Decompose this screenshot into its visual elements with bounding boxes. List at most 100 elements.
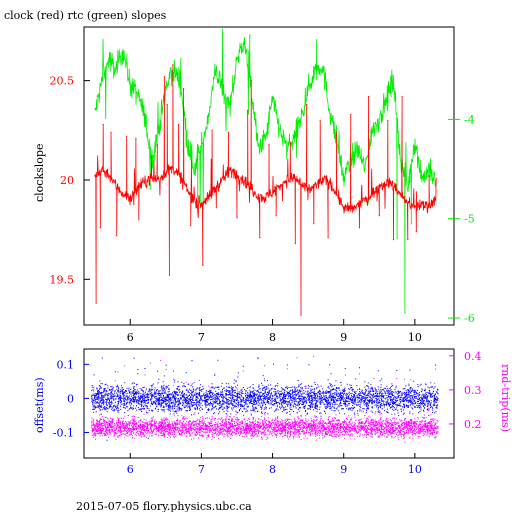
roundtrip-right-tick-label: 0.2 bbox=[464, 418, 482, 431]
clock-point bbox=[135, 137, 137, 139]
clock-point bbox=[259, 237, 261, 239]
rtc-point bbox=[316, 39, 318, 41]
clock-point bbox=[172, 64, 174, 66]
clock-point bbox=[99, 227, 101, 229]
clock-point bbox=[168, 274, 170, 276]
clock-point bbox=[401, 95, 403, 98]
slope-panel: 6 7 8 9 10 19.5 20 20.5 -6 -5 -4 clockslope bbox=[33, 26, 475, 344]
slope-x-tick-label: 7 bbox=[198, 331, 205, 344]
offset-left-tick-label: 0.1 bbox=[57, 358, 75, 371]
clock-point bbox=[215, 207, 217, 209]
slope-right-tick-label: -4 bbox=[464, 113, 475, 126]
roundtrip-y-axis-label: rnd-trip(ms) bbox=[499, 364, 512, 432]
slope-right-tick-label: -6 bbox=[464, 312, 475, 325]
clock-point bbox=[268, 143, 270, 145]
rtc-point bbox=[149, 188, 151, 190]
clock-line bbox=[94, 64, 437, 316]
clock-point bbox=[275, 215, 277, 217]
clock-point bbox=[110, 131, 112, 133]
rtc-line bbox=[94, 28, 437, 314]
slope-x-tick-label: 9 bbox=[340, 331, 347, 344]
offset-series bbox=[91, 357, 439, 441]
clock-point bbox=[211, 129, 213, 131]
offset-y-axis-label: offset(ms) bbox=[33, 377, 46, 433]
slope-right-tick-label: -5 bbox=[464, 213, 475, 226]
rtc-series bbox=[94, 28, 437, 314]
offset-x-axis: 6 7 8 9 10 bbox=[127, 453, 422, 476]
clock-point bbox=[166, 103, 168, 106]
slope-x-tick-label: 10 bbox=[408, 331, 422, 344]
slope-left-tick-label: 20.5 bbox=[50, 75, 75, 88]
slope-right-axis: -6 -5 -4 bbox=[448, 113, 475, 325]
offset-right-axis: 0.2 0.3 0.4 bbox=[449, 350, 482, 431]
clock-point bbox=[428, 175, 430, 177]
rtc-point bbox=[410, 223, 412, 225]
clock-point bbox=[306, 103, 308, 106]
roundtrip-points bbox=[91, 355, 439, 443]
slope-x-tick-label: 6 bbox=[127, 331, 134, 344]
clock-point bbox=[327, 237, 329, 239]
offset-left-axis: -0.1 0 0.1 bbox=[53, 358, 89, 439]
offset-x-tick-label: 9 bbox=[340, 463, 347, 476]
slope-y-axis-label: clockslope bbox=[33, 144, 46, 202]
clock-point bbox=[350, 113, 352, 115]
clock-point bbox=[202, 264, 204, 266]
clock-point bbox=[102, 123, 104, 125]
roundtrip-right-tick-label: 0.4 bbox=[464, 350, 482, 363]
clock-point bbox=[368, 95, 370, 98]
offset-x-tick-label: 6 bbox=[127, 463, 134, 476]
clock-series bbox=[94, 64, 437, 316]
clock-point bbox=[422, 209, 424, 211]
clock-point bbox=[407, 239, 409, 241]
clock-point bbox=[138, 219, 140, 221]
clock-point bbox=[250, 80, 252, 82]
clock-point bbox=[294, 242, 296, 245]
clock-point bbox=[156, 143, 158, 145]
slope-x-tick-label: 8 bbox=[269, 331, 276, 344]
roundtrip-right-tick-label: 0.3 bbox=[464, 384, 482, 397]
clock-point bbox=[300, 314, 302, 316]
rtc-point bbox=[404, 312, 406, 314]
clock-point bbox=[336, 131, 338, 133]
clock-point bbox=[151, 155, 153, 157]
clock-point bbox=[247, 109, 249, 111]
clock-point bbox=[190, 225, 192, 227]
clock-point bbox=[95, 302, 97, 304]
clock-point bbox=[178, 123, 180, 125]
offset-left-tick-label: -0.1 bbox=[53, 426, 74, 439]
clock-point bbox=[432, 201, 434, 203]
clock-point bbox=[358, 227, 360, 229]
clock-point bbox=[387, 119, 389, 121]
rtc-point bbox=[396, 238, 398, 240]
slope-left-axis: 19.5 20 20.5 bbox=[50, 75, 90, 286]
slope-left-tick-label: 20 bbox=[60, 174, 74, 187]
footer-caption: 2015-07-05 flory.physics.ubc.ca bbox=[76, 500, 252, 512]
clock-point bbox=[392, 239, 395, 241]
clock-point bbox=[378, 215, 380, 217]
offset-x-tick-label: 8 bbox=[269, 463, 276, 476]
rtc-point bbox=[197, 198, 199, 200]
offset-panel: 6 7 8 9 10 -0.1 0 0.1 0.2 0.3 0.4 offset(ms) rnd… bbox=[33, 348, 512, 476]
clock-point bbox=[415, 231, 417, 233]
offset-points bbox=[91, 357, 439, 441]
chart-title: clock (red) rtc (green) slopes bbox=[4, 9, 167, 22]
offset-left-tick-label: 0 bbox=[67, 392, 74, 405]
offset-x-tick-label: 10 bbox=[408, 463, 422, 476]
clock-point bbox=[163, 76, 165, 78]
clock-point bbox=[313, 223, 315, 225]
roundtrip-series bbox=[91, 355, 439, 443]
slope-x-axis: 6 7 8 9 10 bbox=[127, 319, 422, 344]
offset-x-tick-label: 7 bbox=[198, 463, 205, 476]
clock-point bbox=[227, 131, 229, 133]
clock-point bbox=[183, 88, 185, 90]
slope-left-tick-label: 19.5 bbox=[50, 273, 75, 286]
clock-point bbox=[319, 119, 321, 121]
slope-plot-frame bbox=[83, 26, 455, 326]
clock-point bbox=[289, 141, 291, 143]
clock-point bbox=[236, 217, 238, 219]
rtc-point bbox=[249, 34, 251, 36]
clock-point bbox=[126, 135, 128, 137]
clock-point bbox=[116, 235, 118, 237]
offset-plot-frame bbox=[83, 348, 455, 459]
